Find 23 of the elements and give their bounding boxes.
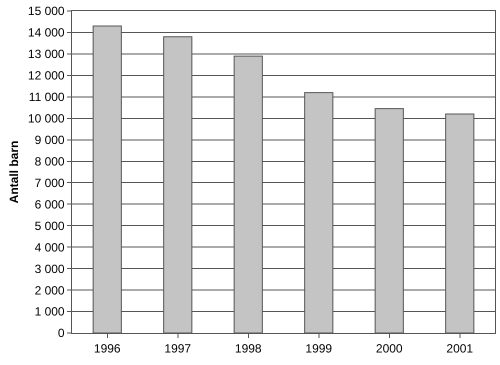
x-tick-label: 2001 bbox=[446, 341, 474, 356]
y-tick-label: 12 000 bbox=[28, 68, 65, 83]
y-tick-label: 1 000 bbox=[34, 304, 65, 319]
x-tick-label: 1996 bbox=[94, 341, 121, 356]
y-tick-label: 8 000 bbox=[34, 154, 65, 168]
y-tick-label: 9 000 bbox=[34, 133, 65, 147]
x-tick-label: 1999 bbox=[305, 341, 332, 356]
x-tick-label: 1997 bbox=[164, 341, 192, 356]
y-tick-label: 0 bbox=[58, 326, 65, 340]
y-tick-label: 13 000 bbox=[28, 47, 65, 62]
y-tick-label: 5 000 bbox=[34, 218, 65, 233]
y-tick-label: 10 000 bbox=[28, 112, 65, 126]
y-axis-title: Antall barn bbox=[7, 140, 22, 204]
x-tick-label: 1998 bbox=[234, 341, 262, 356]
y-tick-label: 3 000 bbox=[34, 262, 65, 276]
y-tick-label: 2 000 bbox=[34, 283, 65, 298]
y-tick-label: 6 000 bbox=[34, 197, 65, 212]
y-tick-label: 11 000 bbox=[28, 90, 65, 104]
y-tick-label: 14 000 bbox=[28, 26, 65, 40]
y-tick-label: 4 000 bbox=[34, 240, 65, 254]
y-tick-label: 15 000 bbox=[28, 4, 65, 18]
y-tick-label: 7 000 bbox=[34, 176, 65, 190]
x-tick-label: 2000 bbox=[376, 341, 403, 356]
